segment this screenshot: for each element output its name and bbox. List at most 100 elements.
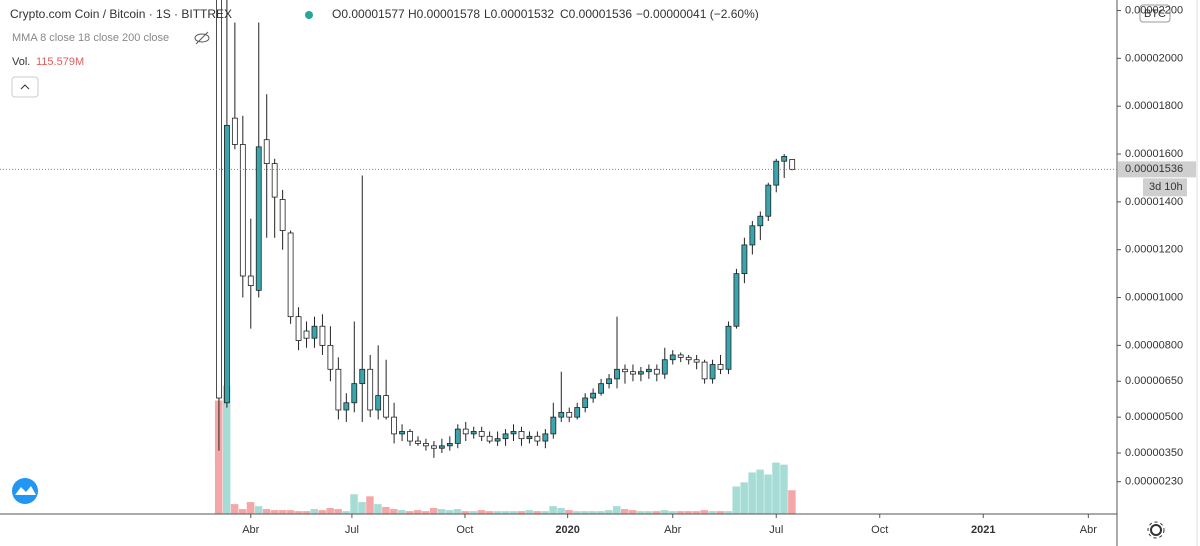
settings-icon[interactable] — [1147, 521, 1165, 539]
y-tick-label: 0.00000800 — [1125, 339, 1183, 351]
volume-bar — [684, 511, 693, 514]
volume-bar — [565, 510, 573, 514]
candle-body — [566, 411, 573, 418]
volume-bar — [692, 511, 701, 514]
y-tick-label: 0.00001000 — [1125, 291, 1183, 303]
candle-body — [757, 215, 764, 227]
candle-body — [391, 416, 397, 435]
volume-bar — [214, 400, 223, 514]
candle-body — [431, 445, 437, 449]
candle-body — [534, 435, 541, 442]
candle-body — [287, 232, 294, 318]
volume-bar — [581, 511, 589, 514]
volume-bar — [660, 510, 669, 514]
volume-bar — [493, 511, 502, 514]
volume-bar — [724, 511, 732, 514]
volume-bar — [326, 508, 334, 514]
candle-body — [279, 199, 286, 231]
candle-body — [311, 325, 318, 339]
y-tick-label: 0.00001400 — [1125, 196, 1183, 208]
candle-body — [438, 445, 445, 449]
candle-body — [423, 443, 429, 447]
candle-body — [622, 368, 628, 373]
candle-body — [733, 273, 740, 327]
x-tick-label: Abr — [1080, 524, 1097, 536]
candle-body — [638, 371, 644, 375]
y-tick-label: 0.00000500 — [1125, 411, 1183, 423]
volume-bar — [334, 509, 342, 514]
volume-bar — [413, 510, 422, 514]
candle-body — [590, 392, 597, 399]
collapse-button[interactable] — [11, 76, 39, 98]
volume-bar — [549, 506, 557, 514]
candle-body — [693, 359, 700, 363]
candle-body — [399, 431, 405, 435]
candle-body — [470, 431, 477, 435]
hide-icon[interactable] — [194, 31, 210, 45]
candle-body — [645, 368, 652, 373]
candle-body — [709, 364, 716, 380]
candle-body — [701, 361, 708, 380]
volume-bar — [613, 506, 621, 514]
volume-bar — [366, 496, 374, 514]
volume-bar — [525, 510, 533, 514]
y-tick-label: 0.00002000 — [1125, 52, 1183, 64]
volume-bar — [382, 507, 390, 514]
volume-bar — [461, 511, 470, 514]
candle-body — [781, 156, 788, 162]
y-tick-label: 0.00000350 — [1125, 447, 1183, 459]
currency-label: BTC — [1144, 8, 1166, 20]
volume-bar — [294, 511, 303, 514]
volume-bar — [222, 385, 231, 514]
candle-body — [446, 443, 453, 447]
volume-bar — [445, 510, 454, 514]
volume-bar — [732, 486, 740, 514]
candle-body — [789, 159, 796, 170]
volume-bar — [700, 510, 709, 514]
candle-body — [478, 431, 485, 437]
candle-body — [677, 354, 684, 358]
x-tick-label: Oct — [871, 524, 888, 536]
candle-body — [765, 184, 772, 217]
volume-bar — [620, 509, 629, 514]
candle-body — [725, 325, 732, 370]
x-tick-label: Jul — [769, 524, 783, 536]
candle-body — [749, 225, 756, 246]
volume-bar — [533, 511, 541, 514]
volume-bar — [589, 511, 597, 514]
volume-bar — [342, 511, 350, 514]
volume-bar — [788, 490, 796, 514]
candle-body — [407, 431, 413, 442]
candle-body — [518, 431, 525, 440]
high-label: H0.00001578 — [408, 7, 480, 21]
candle-body — [359, 368, 366, 385]
volume-bar — [310, 509, 318, 514]
candle-body — [224, 124, 230, 404]
volume-bar — [501, 511, 510, 514]
candle-body — [502, 433, 509, 440]
candle-body — [661, 359, 668, 375]
candle-body — [255, 146, 262, 291]
candle-body — [598, 383, 604, 394]
candle-body — [327, 344, 334, 370]
volume-bar — [469, 511, 478, 514]
indicator-label: MMA 8 close 18 close 200 close — [12, 32, 169, 44]
volume-bar — [676, 511, 685, 514]
volume-bar — [597, 511, 605, 514]
volume-bar — [477, 510, 486, 514]
last-price-box — [1118, 161, 1196, 178]
y-tick-label: 0.00001800 — [1125, 100, 1183, 112]
volume-bar — [780, 464, 788, 514]
logo[interactable] — [12, 478, 38, 504]
y-tick-label: 0.00000230 — [1125, 476, 1183, 488]
candle-body — [367, 368, 374, 411]
candle-body — [558, 411, 565, 418]
volume-bar — [278, 510, 287, 514]
volume-bar — [254, 506, 263, 514]
candle-body — [375, 395, 382, 411]
candle-body — [614, 368, 620, 380]
volume-bar — [437, 509, 446, 514]
candle-body — [415, 440, 421, 444]
candle-body — [486, 435, 493, 442]
